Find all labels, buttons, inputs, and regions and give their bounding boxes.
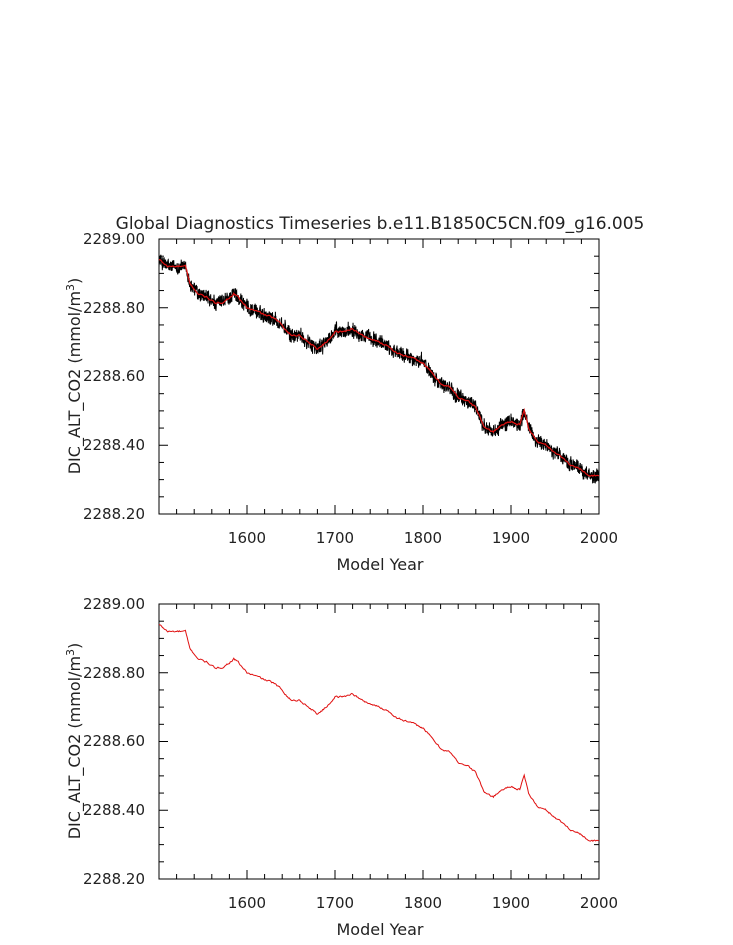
y-axis-label: DIC_ALT_CO2 (mmol/m3) <box>64 278 85 475</box>
y-tick-label: 2288.60 <box>83 367 145 385</box>
y-tick-label: 2288.80 <box>83 299 145 317</box>
chart-bottom: 2288.20 2288.40 2288.60 2288.80 2289.00 … <box>64 595 618 939</box>
x-tick-label: 1800 <box>404 529 442 547</box>
y-axis-label: DIC_ALT_CO2 (mmol/m3) <box>64 643 85 840</box>
y-tick-label: 2288.20 <box>83 505 145 523</box>
series-line-annual-mean <box>158 258 600 477</box>
x-tick-label: 1600 <box>228 529 266 547</box>
x-tick-label: 1700 <box>316 529 354 547</box>
plot-frame <box>158 238 600 515</box>
y-tick-label: 2289.00 <box>83 230 145 248</box>
x-tick-label: 1600 <box>228 894 266 912</box>
x-tick-label: 2000 <box>580 529 618 547</box>
y-tick-label: 2288.60 <box>83 732 145 750</box>
x-tick-label: 2000 <box>580 894 618 912</box>
y-tick-label: 2288.40 <box>83 801 145 819</box>
y-tick-label: 2288.80 <box>83 664 145 682</box>
series-line-monthly <box>158 254 600 484</box>
series-line-annual-mean <box>158 624 600 842</box>
y-tick-label: 2288.40 <box>83 436 145 454</box>
x-tick-label: 1900 <box>492 529 530 547</box>
plot-area-bottom <box>158 603 600 880</box>
x-axis-label: Model Year <box>337 920 424 939</box>
y-tick-label: 2288.20 <box>83 870 145 888</box>
axis-ticks <box>159 603 600 880</box>
plot-frame <box>158 603 600 880</box>
axis-ticks <box>159 238 600 515</box>
plot-area-top <box>158 238 600 515</box>
x-tick-label: 1700 <box>316 894 354 912</box>
chart-top: Global Diagnostics Timeseries b.e11.B185… <box>64 214 644 574</box>
y-tick-label: 2289.00 <box>83 595 145 613</box>
x-axis-label: Model Year <box>337 555 424 574</box>
x-tick-label: 1800 <box>404 894 442 912</box>
x-tick-label: 1900 <box>492 894 530 912</box>
chart-title: Global Diagnostics Timeseries b.e11.B185… <box>116 214 645 234</box>
